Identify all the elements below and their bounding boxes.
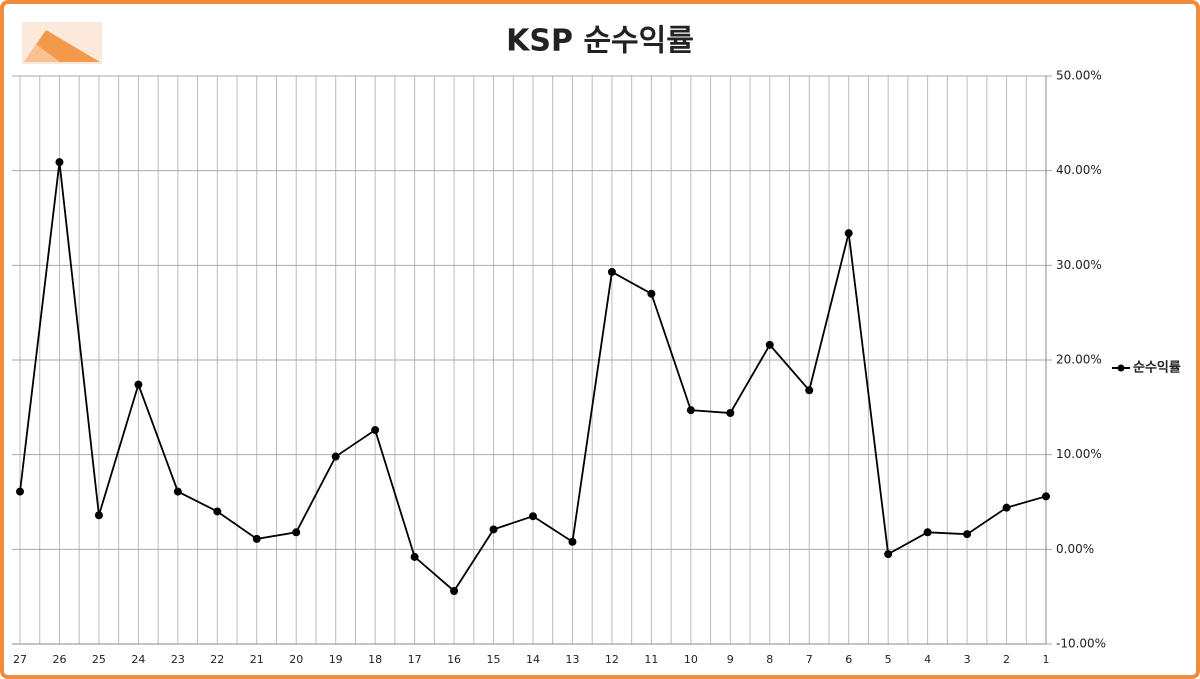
- x-tick-label: 26: [52, 653, 66, 666]
- data-point: [292, 528, 301, 537]
- data-point: [94, 511, 103, 520]
- x-tick-label: 18: [368, 653, 382, 666]
- x-tick-label: 1: [1043, 653, 1050, 666]
- x-tick-label: 24: [131, 653, 145, 666]
- data-point: [371, 426, 380, 435]
- x-tick-label: 20: [289, 653, 303, 666]
- data-point: [1042, 492, 1050, 501]
- x-tick-label: 4: [924, 653, 931, 666]
- x-tick-label: 12: [605, 653, 619, 666]
- data-point: [726, 409, 735, 418]
- x-tick-label: 22: [210, 653, 224, 666]
- data-point: [173, 487, 182, 496]
- data-point: [410, 552, 419, 561]
- x-tick-label: 15: [487, 653, 501, 666]
- data-point: [1002, 503, 1011, 512]
- data-point: [607, 267, 616, 276]
- x-tick-label: 8: [766, 653, 773, 666]
- y-tick-label: -10.00%: [1056, 637, 1106, 651]
- data-point: [529, 512, 537, 521]
- data-point: [134, 380, 143, 389]
- x-tick-label: 5: [885, 653, 892, 666]
- data-point: [55, 158, 64, 167]
- x-tick-label: 14: [526, 653, 540, 666]
- x-tick-label: 19: [329, 653, 343, 666]
- data-point: [963, 530, 972, 539]
- data-point: [765, 340, 774, 349]
- data-point: [213, 507, 222, 516]
- legend-label: 순수익률: [1133, 360, 1181, 376]
- x-tick-label: 6: [845, 653, 852, 666]
- y-tick-label: 40.00%: [1056, 163, 1102, 177]
- x-tick-label: 2: [1003, 653, 1010, 666]
- data-point: [686, 406, 695, 415]
- data-point: [252, 534, 261, 543]
- data-point: [450, 586, 459, 595]
- x-tick-label: 7: [806, 653, 813, 666]
- x-tick-label: 3: [964, 653, 971, 666]
- x-tick-label: 17: [408, 653, 422, 666]
- x-tick-label: 10: [684, 653, 698, 666]
- x-tick-label: 9: [727, 653, 734, 666]
- x-tick-label: 25: [92, 653, 106, 666]
- data-point: [884, 550, 893, 559]
- data-point: [844, 229, 853, 238]
- y-tick-label: 50.00%: [1056, 69, 1102, 83]
- data-point: [489, 525, 498, 534]
- x-tick-label: 16: [447, 653, 461, 666]
- data-point: [647, 289, 656, 298]
- legend-marker: [1117, 364, 1125, 372]
- y-tick-label: 30.00%: [1056, 258, 1102, 272]
- data-point: [331, 452, 340, 461]
- x-tick-label: 27: [13, 653, 27, 666]
- data-point: [16, 487, 24, 496]
- logo: [22, 22, 102, 64]
- y-tick-label: 10.00%: [1056, 447, 1102, 461]
- x-tick-label: 11: [644, 653, 658, 666]
- x-tick-label: 21: [250, 653, 264, 666]
- y-tick-label: 20.00%: [1056, 353, 1102, 367]
- data-point: [568, 537, 577, 546]
- x-tick-label: 23: [171, 653, 185, 666]
- data-point: [923, 528, 932, 537]
- chart-title: KSP 순수익률: [506, 24, 694, 59]
- data-point: [805, 386, 814, 395]
- y-tick-label: 0.00%: [1056, 542, 1094, 556]
- x-tick-label: 13: [565, 653, 579, 666]
